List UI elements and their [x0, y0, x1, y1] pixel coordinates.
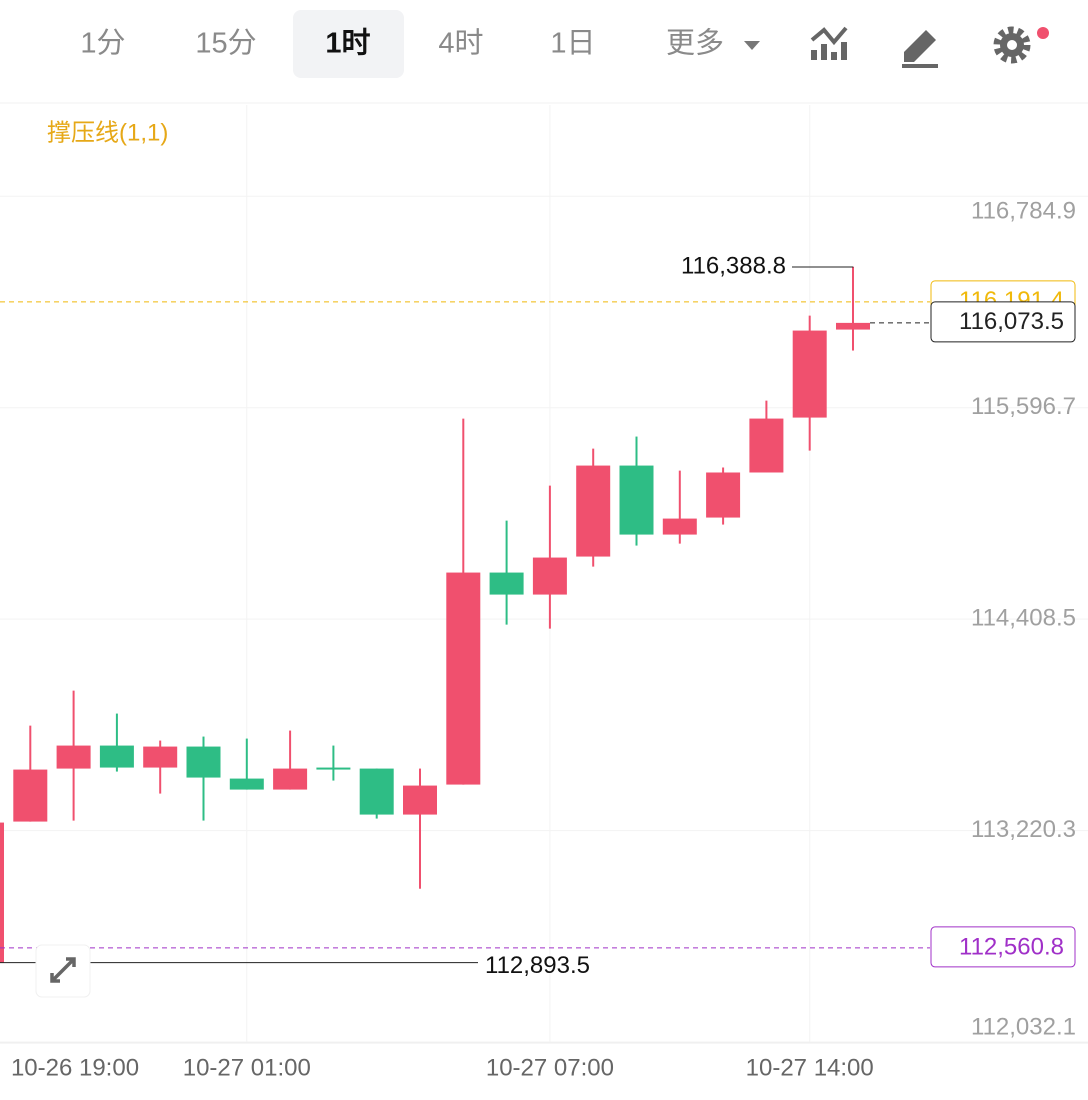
candle-body — [186, 746, 221, 778]
candle-body — [13, 769, 48, 822]
candle-body — [0, 822, 4, 963]
max-label: 116,388.8 — [681, 252, 786, 279]
x-tick-label: 10-26 19:00 — [11, 1054, 139, 1081]
interval-tab[interactable]: 4时 — [438, 27, 483, 60]
candle-body — [662, 518, 697, 535]
x-tick-label: 10-27 14:00 — [746, 1054, 874, 1081]
interval-tab[interactable]: 15分 — [195, 28, 256, 60]
min-leader — [0, 962, 478, 964]
candle-body — [532, 557, 567, 595]
candle-body — [792, 330, 827, 418]
indicator-label: 撑压线(1,1) — [47, 119, 168, 146]
price-tag — [930, 926, 1076, 968]
candle-body — [489, 572, 524, 595]
x-tick-label: 10-27 01:00 — [183, 1054, 311, 1081]
more-caret[interactable] — [744, 41, 760, 50]
y-tick-label: 113,220.3 — [971, 816, 1076, 843]
settings-icon[interactable] — [993, 26, 1049, 64]
candle-body — [446, 572, 481, 785]
y-tick-label: 112,032.1 — [971, 1013, 1076, 1040]
active-tab-bg — [293, 10, 404, 78]
candle-body — [99, 745, 134, 768]
x-tick-label: 10-27 07:00 — [486, 1054, 614, 1081]
candle-body — [706, 472, 741, 518]
interval-tab[interactable]: 更多 — [666, 27, 724, 60]
candle-body — [576, 465, 611, 557]
price-tag-label: 116,073.5 — [959, 308, 1064, 335]
candle-body — [56, 745, 91, 769]
candle-body — [229, 778, 264, 790]
y-tick-label: 114,408.5 — [971, 604, 1076, 631]
price-tag — [930, 301, 1076, 343]
candle-body — [359, 768, 394, 815]
candle-body — [316, 767, 351, 770]
interval-tab[interactable]: 1分 — [80, 28, 125, 60]
expand-button[interactable] — [35, 944, 91, 998]
y-tick-label: 115,596.7 — [971, 393, 1076, 420]
price-tag-label: 112,560.8 — [959, 933, 1064, 960]
indicator-icon[interactable] — [810, 26, 848, 60]
y-tick-label: 116,784.9 — [971, 197, 1076, 224]
candle-body — [619, 465, 654, 535]
interval-tab[interactable]: 1日 — [550, 28, 595, 60]
min-label: 112,893.5 — [485, 952, 590, 979]
candle-body — [273, 768, 308, 790]
candle-body — [143, 746, 178, 768]
candle-body — [749, 418, 784, 473]
draw-icon[interactable] — [902, 30, 938, 68]
candle-body — [403, 785, 437, 815]
interval-tabs: 1分 15分 1时 4时 1日 更多 — [80, 27, 724, 60]
interval-tab[interactable]: 1时 — [325, 27, 370, 60]
plot: 112,032.1 113,220.3 114,408.5 115,596.7 116,… — [0, 105, 1088, 1081]
candle-body — [836, 322, 870, 330]
